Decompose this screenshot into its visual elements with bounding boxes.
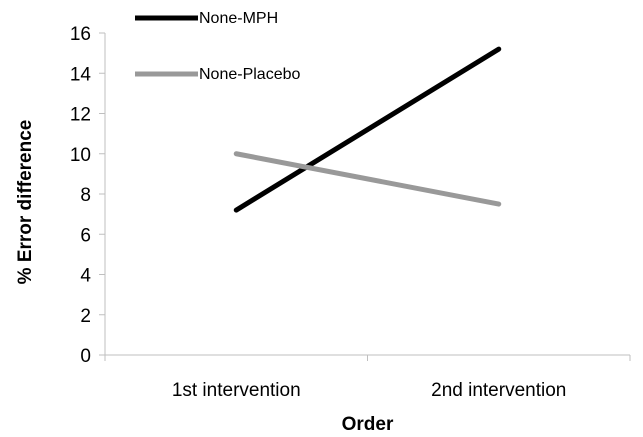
series-line-none-mph xyxy=(233,46,502,213)
y-axis-title: % Error difference xyxy=(15,120,36,285)
y-tick-label: 10 xyxy=(70,145,91,166)
y-axis-ticks: 0 2 4 6 8 10 12 14 16 xyxy=(70,24,105,367)
y-tick-label: 2 xyxy=(80,306,91,327)
x-tick-label: 1st intervention xyxy=(172,380,301,401)
series-layer xyxy=(233,46,502,213)
y-tick-label: 14 xyxy=(70,64,92,85)
y-tick-label: 6 xyxy=(80,225,91,246)
plot-area: 0 2 4 6 8 10 12 14 16 1st intervention 2nd interv… xyxy=(70,24,631,401)
y-tick-label: 0 xyxy=(80,346,91,367)
y-tick-label: 16 xyxy=(70,24,91,45)
y-tick-label: 8 xyxy=(80,185,91,206)
legend: None-MPH None-Placebo xyxy=(135,10,301,83)
legend-label: None-MPH xyxy=(199,10,278,27)
y-tick-label: 12 xyxy=(70,105,91,126)
x-axis-ticks: 1st intervention 2nd intervention xyxy=(104,355,631,401)
series-line-none-placebo xyxy=(233,151,502,207)
x-axis-title: Order xyxy=(342,414,394,435)
legend-label: None-Placebo xyxy=(199,66,301,83)
x-tick-label: 2nd intervention xyxy=(431,380,566,401)
y-tick-label: 4 xyxy=(80,266,91,287)
